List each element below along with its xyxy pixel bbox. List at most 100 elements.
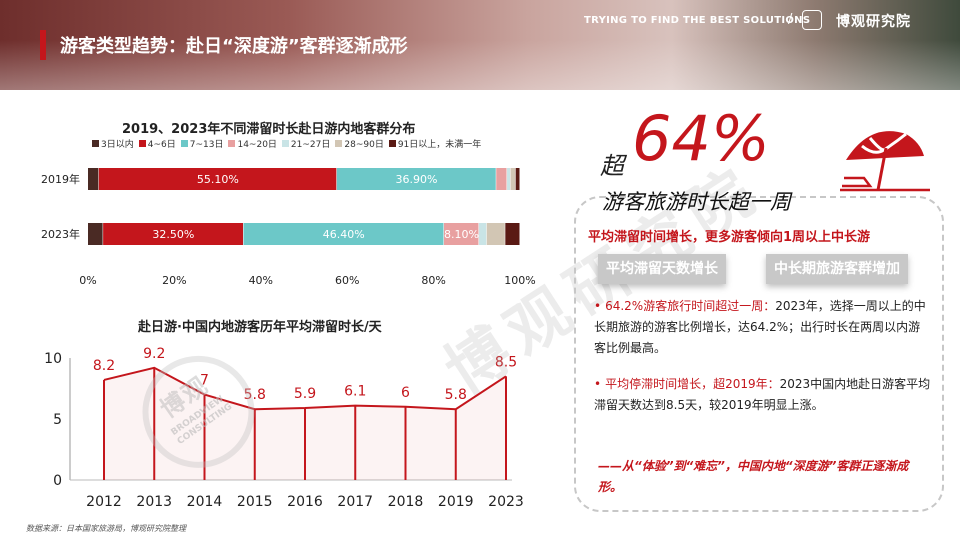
legend-item-6: 91日以上，未满一年 <box>388 137 482 150</box>
legend-swatch <box>138 140 146 147</box>
y-tick-label: 0 <box>53 473 62 489</box>
bar-segment <box>486 223 505 245</box>
legend-item-0: 3日以内 <box>92 137 134 150</box>
bar-segment <box>443 223 479 245</box>
legend-swatch <box>335 140 343 147</box>
legend-label: 7~13日 <box>189 140 224 150</box>
x-tick-label: 40% <box>249 274 273 287</box>
value-label: 5.8 <box>445 387 467 403</box>
insight-panel <box>574 196 944 512</box>
legend-item-3: 14~20日 <box>228 137 277 150</box>
banner-mist <box>0 40 960 90</box>
y-tick-label: 10 <box>44 351 62 367</box>
bullet-dot: • <box>594 299 602 313</box>
title-accent-bar <box>40 30 46 60</box>
stacked-chart-title: 2019、2023年不同滞留时长赴日游内地客群分布 <box>122 122 416 137</box>
header-separator: / <box>788 12 793 27</box>
bullet-one-body: 2023年，选择一周以上的中长期旅游的游客比例增长，达64.2%；出行时长在两周… <box>594 299 926 355</box>
header-banner: 游客类型趋势：赴日“深度游”客群逐渐成形 TRYING TO FIND THE … <box>0 0 960 90</box>
legend-item-5: 28~90日 <box>335 137 384 150</box>
category-label: 2023年 <box>41 227 80 241</box>
legend-label: 91日以上，未满一年 <box>397 140 482 150</box>
x-tick-label: 0% <box>79 274 96 287</box>
bar-segment <box>515 168 520 190</box>
series-line <box>103 366 507 411</box>
legend-swatch <box>92 140 99 147</box>
bar-segment <box>505 223 520 245</box>
x-tick-label: 2015 <box>237 494 273 510</box>
legend-item-2: 7~13日 <box>180 137 224 150</box>
tag-long-trips: 中长期旅游客群增加 <box>766 254 908 284</box>
bullet-two-head: 平均停滞时间增长，超2019年： <box>605 377 780 391</box>
category-label: 2019年 <box>41 172 80 186</box>
value-label: 9.2 <box>143 346 165 362</box>
legend-swatch <box>228 140 236 147</box>
x-tick-label: 2012 <box>86 494 122 510</box>
big-number: 64% <box>632 102 770 175</box>
value-label: 6 <box>401 385 410 401</box>
bar-segment <box>507 168 510 190</box>
bar-data-label: 36.90% <box>396 173 438 186</box>
data-source-note: 数据来源：日本国家旅游局，博观研究院整理 <box>26 524 186 533</box>
legend-label: 21~27日 <box>290 140 331 150</box>
bar-segment <box>510 168 516 190</box>
panel-conclusion: ——从“体验”到“难忘”，中国内地“深度游”客群正逐渐成形。 <box>598 459 909 494</box>
x-tick-label: 2016 <box>287 494 323 510</box>
bullet-one-head: 64.2%游客旅行时间超过一周： <box>605 299 776 313</box>
x-tick-label: 20% <box>162 274 186 287</box>
x-tick-label: 60% <box>335 274 359 287</box>
bar-segment <box>88 168 99 190</box>
legend-swatch <box>388 140 396 147</box>
legend-label: 28~90日 <box>344 140 384 150</box>
value-label: 8.5 <box>495 354 517 370</box>
bar-segment <box>88 223 103 245</box>
brand-name: 博观研究院 <box>836 14 911 30</box>
x-tick-label: 100% <box>504 274 535 287</box>
value-label: 6.1 <box>344 384 366 400</box>
legend-label: 4~6日 <box>147 140 176 150</box>
bar-segment <box>336 168 496 190</box>
legend-label: 14~20日 <box>237 140 277 150</box>
big-prefix: 超 <box>600 152 624 180</box>
bar-data-label: 32.50% <box>152 228 194 241</box>
area-line-chart: 0 5 10 8.2 2012 9.2 2013 7 2014 5.8 2015 5.9 2016 6.1… <box>44 346 524 510</box>
value-label: 5.8 <box>244 387 266 403</box>
bar-data-label: 55.10% <box>197 173 239 186</box>
slogan: TRYING TO FIND THE BEST SOLUTIONS <box>584 15 811 26</box>
page-title: 游客类型趋势：赴日“深度游”客群逐渐成形 <box>60 36 408 57</box>
stacked-bar-chart: 2019年 55.10% 36.90% 2023年 32.50% 46.40% 8.10% 0… <box>41 168 536 287</box>
legend-item-4: 21~27日 <box>281 137 331 150</box>
bar-segment <box>98 168 337 190</box>
value-label: 5.9 <box>294 386 316 402</box>
x-tick-label: 2018 <box>388 494 424 510</box>
tag-avg-days: 平均滞留天数增长 <box>598 254 726 284</box>
legend-label: 3日以内 <box>101 140 134 150</box>
bar-segment <box>243 223 444 245</box>
bullet-two-body: 2023中国内地赴日游客平均滞留天数达到8.5天，较2019年明显上涨。 <box>594 377 931 412</box>
line-chart-title: 赴日游·中国内地游客历年平均滞留时长/天 <box>138 320 382 335</box>
logo-icon <box>802 10 822 30</box>
bar-segment <box>103 223 244 245</box>
x-tick-label: 2014 <box>187 494 223 510</box>
bullet-dot: • <box>594 377 602 391</box>
bar-data-label: 8.10% <box>444 228 479 241</box>
panel-summary: 平均滞留时间增长，更多游客倾向1周以上中长游 <box>588 230 871 245</box>
panel-subhead: 游客旅游时长超一周 <box>602 190 791 214</box>
legend-swatch <box>180 140 188 147</box>
bar-segment <box>496 168 507 190</box>
y-tick-label: 5 <box>53 412 62 428</box>
value-label: 7 <box>200 373 209 389</box>
x-tick-label: 2019 <box>438 494 474 510</box>
x-tick-label: 2023 <box>488 494 524 510</box>
bullet-one: • 64.2%游客旅行时间超过一周：2023年，选择一周以上的中长期旅游的游客比例… <box>594 296 932 359</box>
value-label: 8.2 <box>93 358 115 374</box>
stacked-chart-legend: 3日以内 4~6日 7~13日 14~20日 21~27日 28~90日 91日以上，未满一… <box>92 137 486 150</box>
legend-item-1: 4~6日 <box>138 137 176 150</box>
bar-data-label: 46.40% <box>323 228 365 241</box>
x-tick-label: 2017 <box>337 494 373 510</box>
x-tick-label: 2013 <box>136 494 172 510</box>
x-tick-label: 80% <box>421 274 445 287</box>
legend-swatch <box>281 140 289 147</box>
bullet-two: • 平均停滞时间增长，超2019年：2023中国内地赴日游客平均滞留天数达到8.5… <box>594 374 932 416</box>
beach-umbrella-icon <box>840 131 930 192</box>
